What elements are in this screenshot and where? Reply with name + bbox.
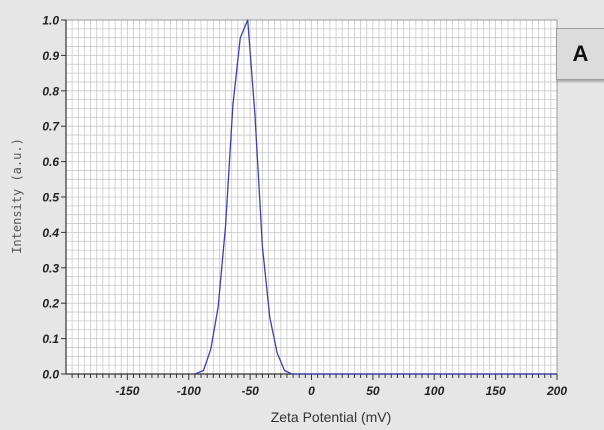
x-tick-label: 150 <box>486 384 506 398</box>
y-tick-label: 0.2 <box>42 297 59 311</box>
series-layer <box>194 19 557 375</box>
y-tick-label: 0.7 <box>42 120 60 134</box>
x-tick-label: 200 <box>546 384 567 398</box>
x-tick-label: 0 <box>308 384 315 398</box>
series-line <box>194 19 557 375</box>
x-tick-label: 50 <box>366 384 380 398</box>
y-tick-labels: 0.0 0.1 0.2 0.3 0.4 0.5 0.6 0.7 0.8 0.9 1.0 <box>42 14 60 382</box>
y-tick-label: 0.5 <box>42 191 59 205</box>
y-tick-label: 0.9 <box>42 49 59 63</box>
y-axis-label: Intensity (a.u.) <box>10 138 30 254</box>
x-tick-label: 100 <box>424 384 444 398</box>
y-tick-label: 1.0 <box>42 14 59 28</box>
x-tick-label: -100 <box>177 384 201 398</box>
y-tick-label: 0.0 <box>42 368 59 382</box>
tick-marks <box>61 19 558 380</box>
y-tick-label: 0.6 <box>42 155 59 169</box>
y-tick-label: 0.4 <box>42 226 59 240</box>
x-tick-label: -150 <box>115 384 139 398</box>
x-tick-label: -50 <box>241 384 259 398</box>
y-axis-label-text: Intensity (a.u.) <box>10 138 24 254</box>
y-tick-label: 0.1 <box>42 332 59 346</box>
x-tick-labels: -150 -100 -50 0 50 100 150 200 <box>115 384 567 398</box>
x-axis-label: Zeta Potential (mV) <box>270 409 392 425</box>
grid-lines <box>66 20 557 374</box>
y-tick-label: 0.8 <box>42 84 59 98</box>
panel-label-badge: A <box>556 28 604 80</box>
y-tick-label: 0.3 <box>42 261 59 275</box>
